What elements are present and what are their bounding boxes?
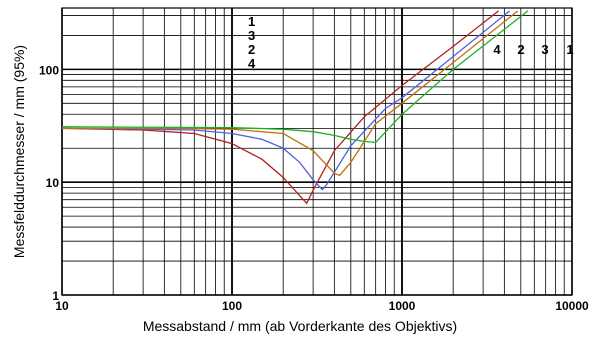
x-tick-label: 10 [55,299,69,313]
series-line-4 [61,10,529,144]
y-tick-label: 1 [52,289,59,303]
series-number-right: 3 [541,42,548,57]
y-tick-label: 10 [46,176,60,190]
x-tick-label: 10000 [555,299,589,313]
series-line-1 [61,10,500,205]
series-number-right: 1 [566,42,573,57]
series-number-right: 4 [493,42,501,57]
series-number-left: 1 [248,14,255,29]
plot-frame [61,7,573,296]
x-tick-label: 100 [222,299,242,313]
series-line-2 [61,10,511,191]
x-axis-label: Messabstand / mm (ab Vorderkante des Obj… [143,318,457,334]
y-tick-label: 100 [39,63,59,77]
series-number-left: 4 [248,56,256,71]
y-axis-label: Messfelddurchmesser / mm (95%) [11,45,27,258]
series-line-3 [62,10,519,177]
series-number-right: 2 [517,42,524,57]
series-number-left: 3 [248,28,255,43]
series-number-left: 2 [248,42,255,57]
x-tick-label: 1000 [389,299,416,313]
series-lines [61,10,529,205]
